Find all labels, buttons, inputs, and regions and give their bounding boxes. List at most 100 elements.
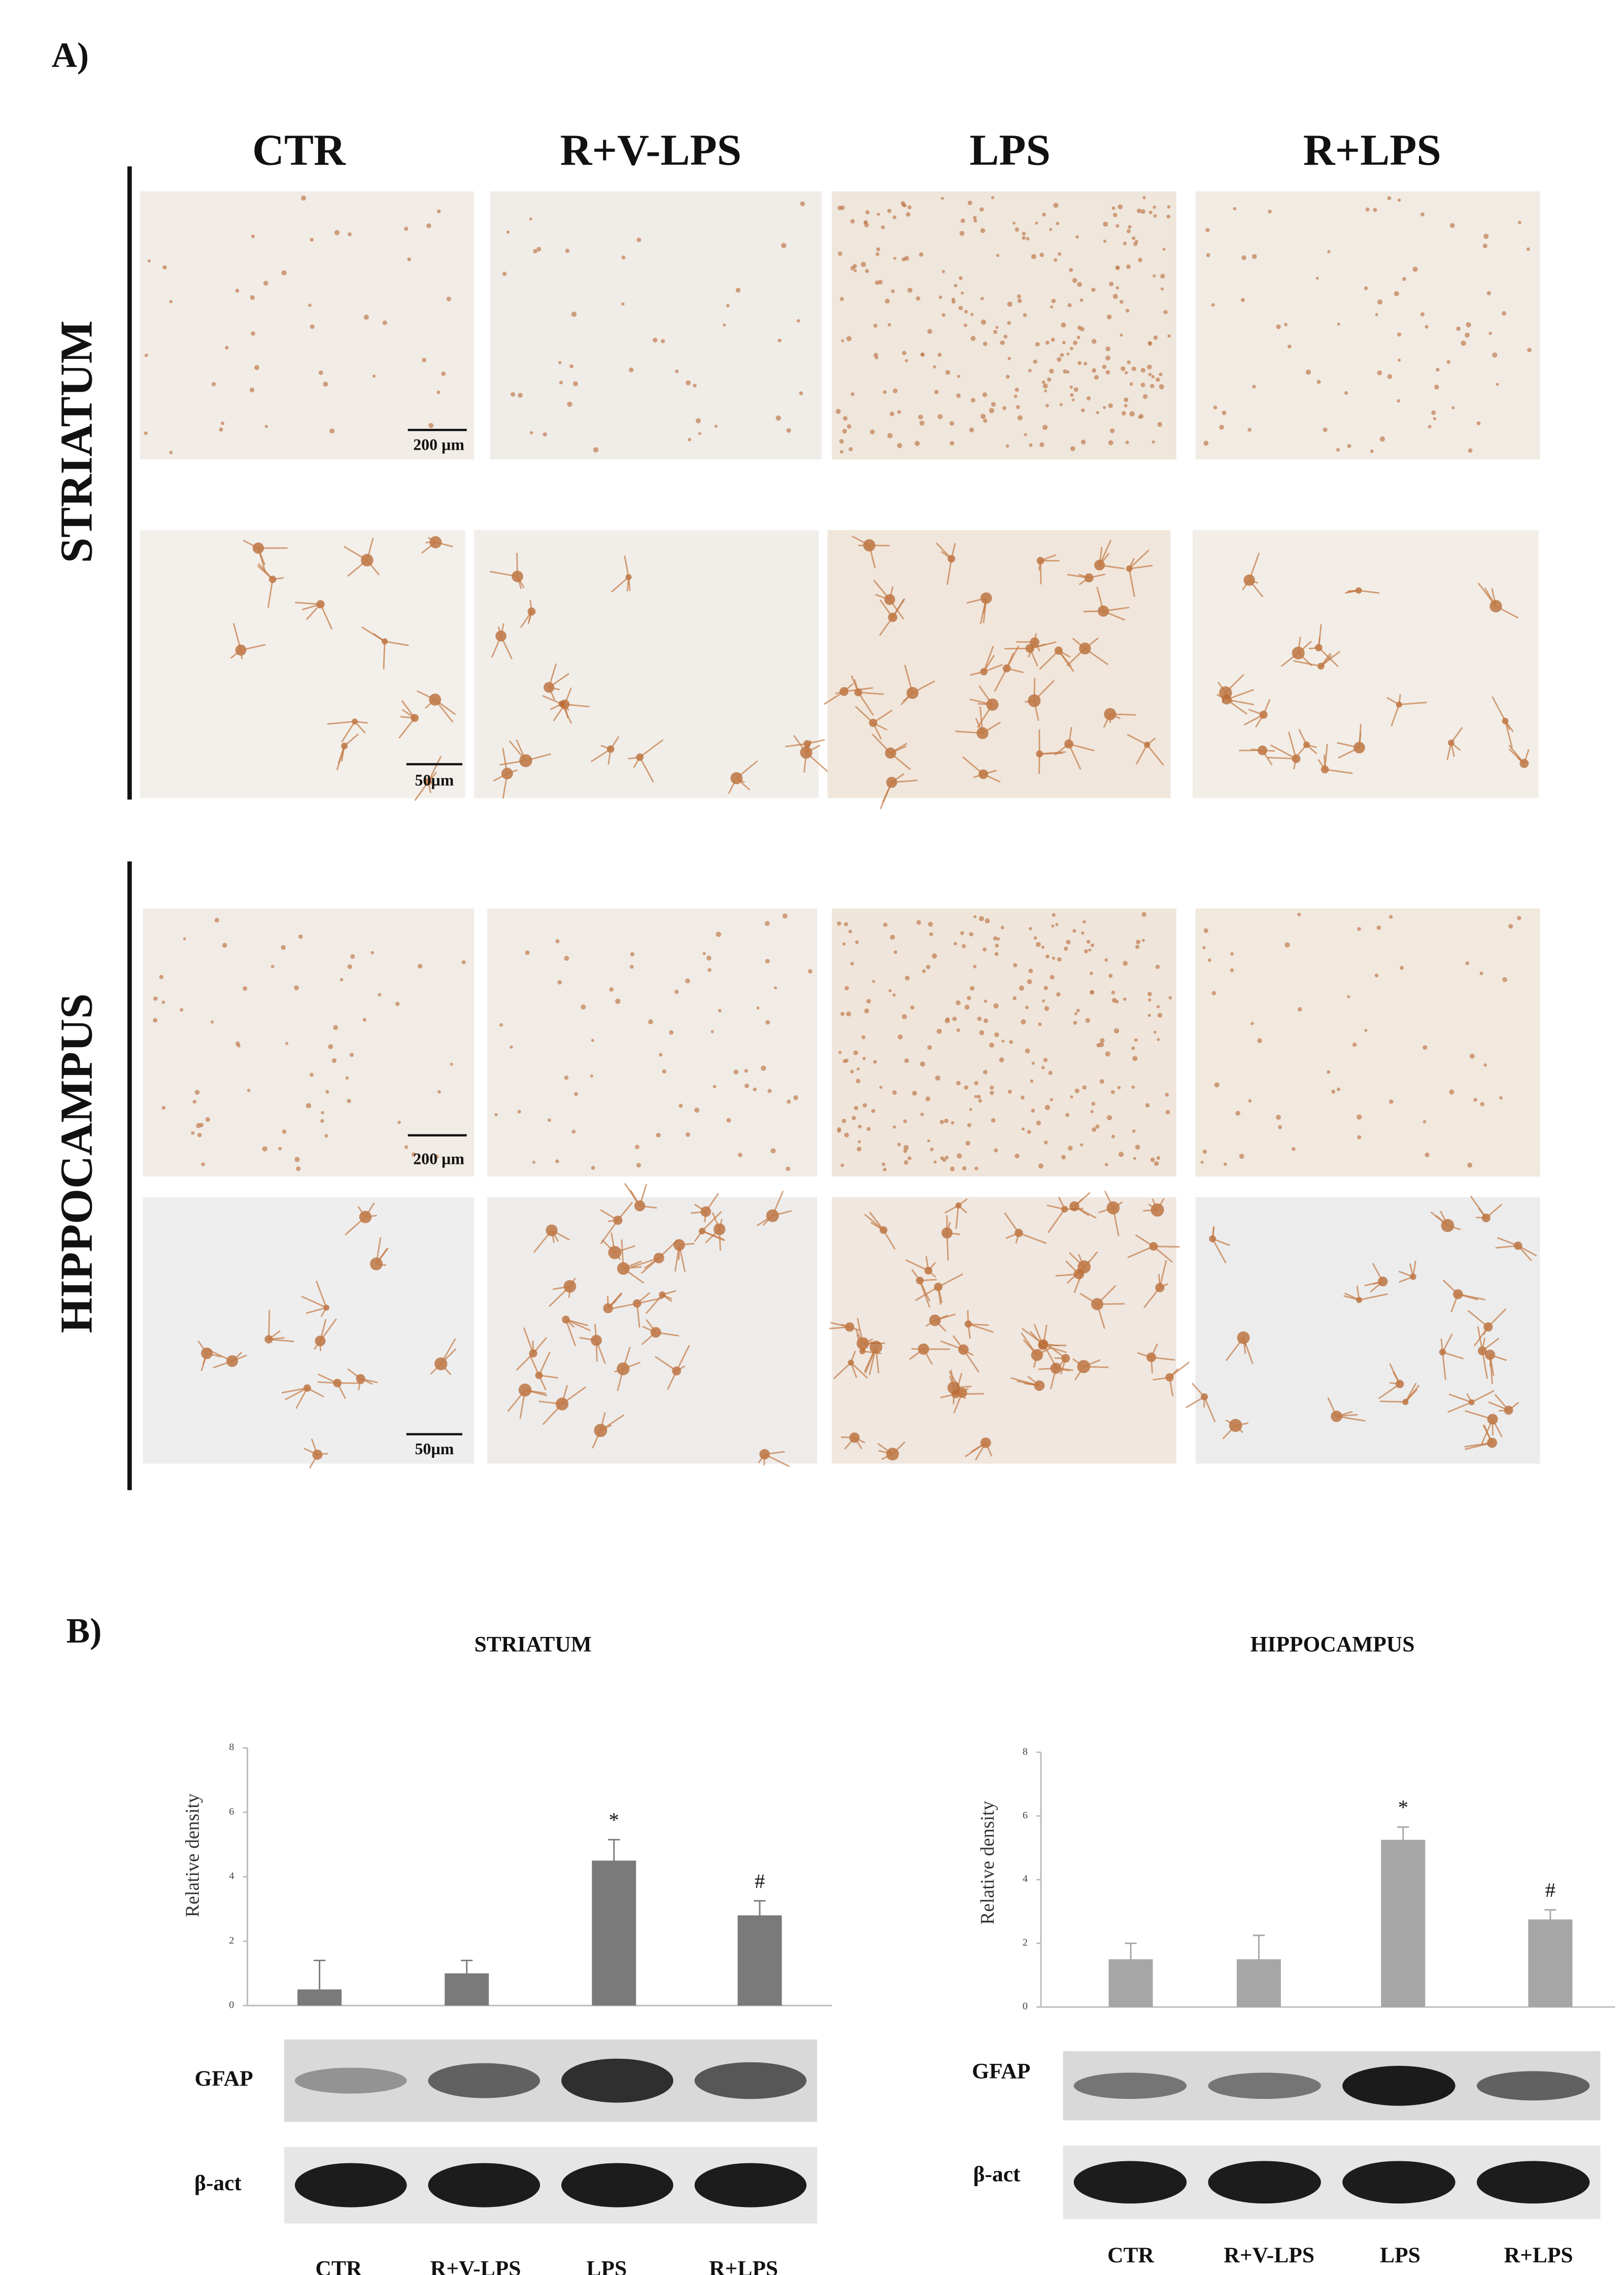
cell <box>970 986 975 991</box>
cell <box>1079 298 1084 302</box>
cell <box>850 1069 854 1074</box>
cell <box>1156 1156 1161 1160</box>
cell <box>874 280 879 285</box>
cell <box>345 1076 349 1080</box>
cell-process <box>550 703 562 711</box>
cell-process <box>319 1341 322 1351</box>
cell <box>397 1120 401 1124</box>
cell <box>1387 374 1393 379</box>
bar <box>1108 1959 1153 2008</box>
cell <box>1336 1087 1340 1091</box>
cell <box>1142 394 1148 399</box>
cell <box>1402 277 1406 281</box>
cell <box>902 351 906 355</box>
cell <box>310 1073 314 1077</box>
cell <box>1152 440 1155 444</box>
cell <box>144 353 148 357</box>
cell-process <box>983 645 994 672</box>
cell <box>902 1014 907 1020</box>
cell <box>920 1061 926 1067</box>
cell <box>945 370 951 375</box>
cell <box>883 1167 887 1172</box>
cell <box>970 398 975 403</box>
cell-process <box>1235 1425 1244 1433</box>
cell <box>1230 968 1234 973</box>
cell-process <box>207 1352 222 1358</box>
cell-process <box>568 1286 571 1298</box>
cell-process <box>1297 637 1301 653</box>
cell <box>1070 347 1073 350</box>
cell <box>1157 1013 1163 1018</box>
cell <box>1147 1014 1151 1017</box>
cell-process <box>1203 1396 1205 1408</box>
cell <box>1044 1006 1050 1011</box>
cell-process <box>435 541 453 548</box>
cell-process <box>1262 750 1273 765</box>
chart-title: HIPPOCAMPUS <box>1250 1632 1415 1656</box>
cell-process <box>1153 1377 1170 1381</box>
cell <box>850 961 854 966</box>
cell <box>974 1166 978 1170</box>
cell <box>1100 1038 1105 1043</box>
cell <box>1036 1120 1041 1126</box>
cell <box>1247 427 1251 432</box>
cell-process <box>1293 758 1297 770</box>
cell <box>983 341 988 346</box>
cell-process <box>434 699 456 715</box>
cell-process <box>639 1184 648 1207</box>
cell <box>1124 371 1128 375</box>
cell <box>1106 1115 1112 1121</box>
cell-process <box>1203 1396 1216 1423</box>
cell <box>1156 1005 1160 1009</box>
cell <box>219 427 223 432</box>
cell-process <box>610 736 620 750</box>
cell <box>214 918 219 923</box>
cell <box>935 1075 940 1081</box>
cell <box>348 232 352 237</box>
cell <box>1112 293 1118 299</box>
cell <box>378 993 382 997</box>
cell-process <box>1248 709 1264 716</box>
cell-process <box>923 1349 933 1365</box>
cell <box>999 1057 1004 1062</box>
cell-process <box>1390 1382 1400 1385</box>
cell <box>1425 325 1429 329</box>
micrograph <box>1195 191 1540 460</box>
cell <box>964 310 968 314</box>
cell-process <box>1481 1337 1500 1352</box>
cell <box>1132 1129 1136 1133</box>
blot-label: GFAP <box>972 2059 1030 2084</box>
cell-process <box>1448 1393 1472 1403</box>
cell-process <box>1492 696 1506 722</box>
cell <box>1133 1157 1136 1160</box>
cell <box>929 932 933 936</box>
cell-process <box>1025 700 1035 703</box>
cell <box>296 1166 301 1172</box>
cell <box>710 1030 714 1033</box>
cell-process <box>595 1340 606 1364</box>
y-axis-label: Relative density <box>182 1793 204 1917</box>
cell-process <box>1298 728 1307 745</box>
cell <box>1397 198 1401 202</box>
cell <box>903 204 907 208</box>
cell-process <box>401 700 416 719</box>
cell <box>1052 913 1056 917</box>
cell-process <box>1157 1198 1165 1211</box>
cell-process <box>1298 641 1312 654</box>
cell <box>963 323 967 327</box>
cell <box>1111 997 1117 1003</box>
cell <box>1147 991 1152 996</box>
cell <box>1131 1085 1135 1089</box>
cell-process <box>595 1340 598 1362</box>
cell <box>870 429 875 434</box>
cell <box>881 225 885 229</box>
cell <box>842 428 847 434</box>
cell <box>844 1058 849 1063</box>
cell <box>422 357 426 362</box>
cell <box>967 1123 971 1127</box>
cell-process <box>364 1202 375 1218</box>
cell <box>634 1200 646 1212</box>
cell-process <box>565 1319 591 1331</box>
cell <box>250 295 255 300</box>
